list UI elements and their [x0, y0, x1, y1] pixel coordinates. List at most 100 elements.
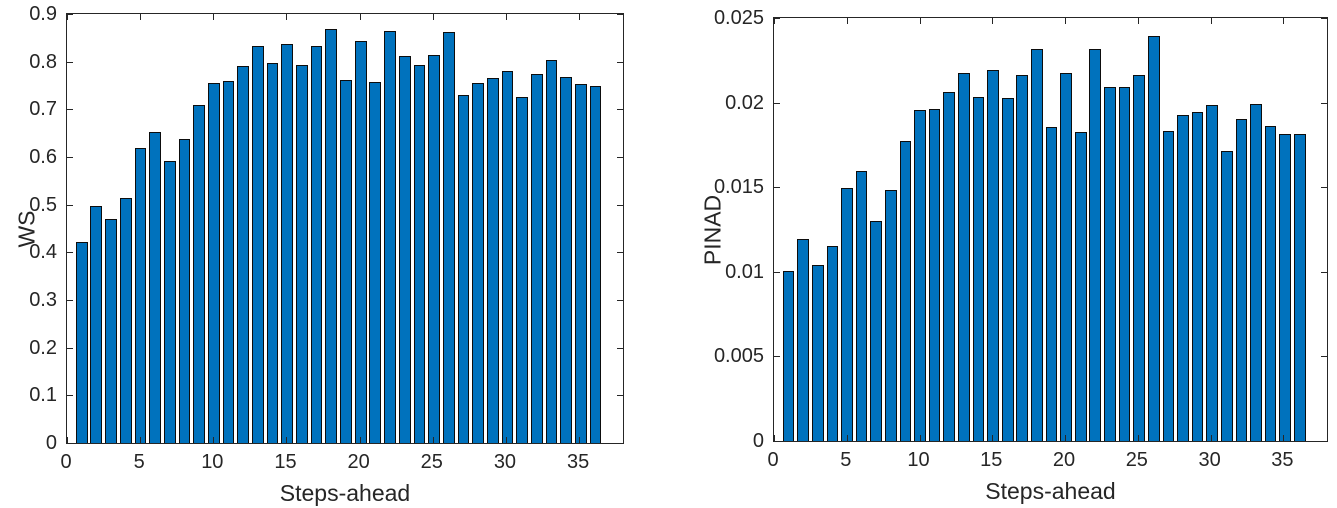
x-tick-mark	[992, 435, 994, 441]
bar-step-30	[501, 71, 514, 443]
x-tick-mark	[846, 18, 848, 24]
y-tick-label: 0.015	[713, 176, 764, 199]
bar-step-35	[1279, 134, 1291, 441]
y-tick-label: 0.02	[725, 91, 764, 114]
bar-step-25	[428, 54, 440, 443]
y-tick-mark	[617, 443, 623, 444]
bar-step-26	[1147, 35, 1160, 441]
bar-step-30	[1206, 105, 1218, 441]
bar-step-34	[560, 76, 573, 443]
x-tick-label: 0	[767, 449, 779, 471]
x-tick-mark	[846, 435, 848, 441]
y-tick-mark	[1321, 271, 1327, 273]
y-tick-label: 0.5	[29, 193, 57, 216]
bar-step-3	[811, 264, 824, 441]
x-tick-label: 25	[420, 451, 443, 473]
x-tick-mark	[1137, 435, 1139, 441]
bar-step-2	[797, 239, 810, 441]
x-tick-mark	[579, 437, 581, 443]
bar-step-19	[340, 79, 352, 443]
bar-step-31	[1220, 150, 1233, 441]
y-tick-label: 0.4	[29, 241, 57, 264]
y-tick-mark	[774, 18, 780, 19]
y-tick-mark	[67, 109, 73, 111]
y-tick-mark	[774, 102, 780, 104]
y-tick-label: 0.3	[29, 289, 57, 311]
x-tick-mark	[359, 14, 361, 20]
bar-step-36	[1293, 134, 1306, 441]
x-tick-label: 20	[347, 451, 370, 473]
bar-step-20	[354, 41, 367, 443]
x-tick-mark	[140, 14, 142, 20]
ws-chart-panel: WS Steps-ahead 0 0.1 0.2 0.3 0.4 0.5 0.6 0.7 0.8…	[0, 0, 668, 508]
bar-step-22	[1089, 49, 1102, 441]
bar-step-4	[119, 197, 132, 443]
bar-step-6	[855, 171, 868, 441]
bar-step-10	[914, 110, 926, 441]
bar-step-27	[457, 94, 470, 443]
x-tick-label: 15	[980, 449, 1003, 471]
bar-step-8	[178, 139, 191, 443]
pinad-plot-area	[773, 17, 1328, 442]
y-tick-mark	[617, 109, 623, 111]
bar-step-22	[384, 30, 396, 443]
y-tick-mark	[67, 443, 73, 444]
y-tick-mark	[617, 61, 623, 63]
bar-step-23	[1104, 86, 1116, 441]
y-tick-mark	[617, 300, 623, 301]
y-tick-mark	[617, 14, 623, 15]
bar-step-14	[266, 63, 279, 443]
ws-plot-area	[66, 13, 624, 444]
y-tick-label: 0.2	[29, 336, 57, 359]
bar-step-29	[486, 77, 499, 443]
bar-step-17	[1016, 74, 1029, 441]
x-tick-mark	[505, 14, 507, 20]
bar-step-12	[943, 91, 956, 441]
pinad-chart-panel: PINAD Steps-ahead 0 0.005 0.01 0.015 0.02 0.0…	[669, 0, 1337, 508]
bar-step-5	[134, 147, 147, 443]
bar-step-13	[252, 46, 264, 443]
bar-step-26	[442, 32, 455, 443]
x-tick-mark	[213, 437, 215, 443]
bar-step-21	[369, 82, 382, 443]
bar-step-16	[296, 64, 308, 443]
x-tick-mark	[919, 18, 921, 24]
y-tick-label: 0.6	[29, 146, 57, 168]
bar-step-8	[885, 190, 897, 441]
bar-step-16	[1001, 98, 1014, 441]
x-tick-mark	[919, 435, 921, 441]
x-tick-label: 20	[1052, 449, 1076, 471]
y-tick-mark	[617, 157, 623, 158]
y-tick-mark	[1321, 356, 1327, 358]
bar-step-35	[575, 83, 587, 443]
y-tick-mark	[67, 204, 73, 206]
bar-step-27	[1162, 130, 1175, 441]
pinad-x-axis-label: Steps-ahead	[985, 478, 1116, 504]
bar-step-28	[472, 82, 485, 443]
bar-step-1	[75, 242, 88, 443]
x-tick-label: 5	[840, 449, 852, 471]
bar-step-15	[987, 69, 999, 441]
bar-step-20	[1060, 72, 1072, 441]
bar-step-6	[149, 131, 161, 443]
y-tick-mark	[617, 395, 623, 397]
x-tick-label: 0	[60, 451, 72, 473]
bar-step-18	[325, 29, 338, 443]
y-tick-mark	[1321, 441, 1327, 442]
bar-step-29	[1191, 111, 1204, 441]
y-tick-label: 0.01	[725, 260, 764, 283]
y-tick-label: 0.8	[29, 50, 57, 73]
x-tick-mark	[432, 437, 434, 443]
bar-step-7	[870, 220, 883, 441]
y-tick-mark	[67, 14, 73, 15]
y-tick-mark	[617, 204, 623, 206]
x-tick-mark	[1283, 435, 1285, 441]
y-tick-mark	[617, 347, 623, 349]
y-tick-mark	[67, 395, 73, 397]
bar-step-23	[398, 56, 411, 443]
x-tick-mark	[1283, 18, 1285, 24]
bar-step-32	[531, 73, 543, 443]
x-tick-mark	[1065, 435, 1067, 441]
y-tick-mark	[1321, 102, 1327, 104]
bar-step-24	[413, 64, 426, 443]
